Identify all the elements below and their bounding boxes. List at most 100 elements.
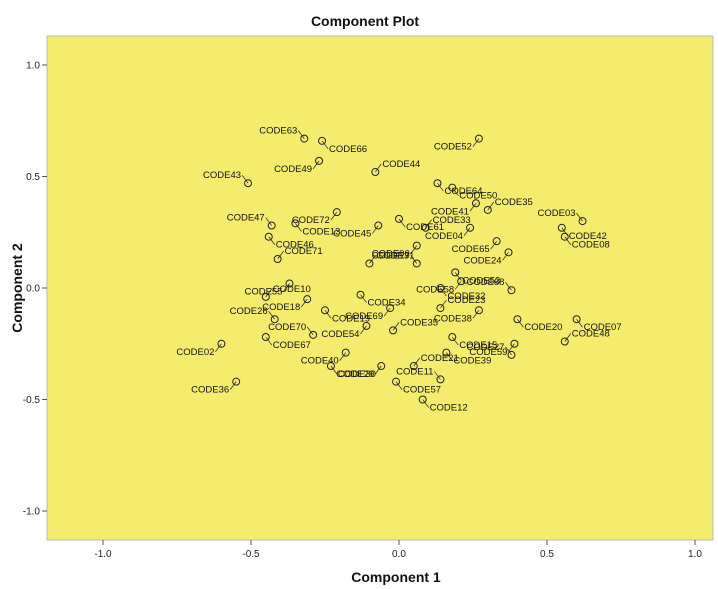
point-leader-line [295, 223, 302, 232]
data-point [474, 306, 483, 315]
point-label: CODE38 [434, 313, 472, 324]
data-point [560, 337, 569, 346]
point-leader-line [561, 227, 569, 237]
data-point [510, 339, 519, 348]
point-label: CODE69 [345, 311, 383, 322]
x-tick-label: 0.0 [392, 549, 406, 560]
point-label: CODE17 [372, 250, 410, 261]
data-point [386, 304, 395, 313]
point-label: CODE30 [338, 369, 376, 380]
point-leader-line [330, 211, 338, 221]
data-point [356, 290, 365, 299]
point-leader-line [321, 140, 329, 150]
point-label: CODE18 [262, 302, 300, 313]
point-leader-line [454, 281, 462, 290]
data-point [471, 199, 480, 208]
x-tick-label: -1.0 [94, 549, 112, 560]
data-point [217, 339, 226, 348]
point-leader-line [472, 310, 480, 319]
y-tick-label: -1.0 [23, 507, 41, 518]
data-point [409, 362, 418, 371]
point-label: CODE43 [203, 170, 241, 181]
point-label: CODE63 [259, 126, 297, 137]
point-leader-line [505, 281, 512, 291]
point-leader-line [472, 138, 480, 147]
data-point [261, 292, 270, 301]
point-leader-line [383, 307, 391, 317]
point-label: CODE33 [433, 215, 471, 226]
point-leader-line [564, 236, 572, 245]
data-point [507, 286, 516, 295]
point-label: CODE12 [430, 403, 468, 414]
point-leader-line [268, 310, 275, 320]
point-label: CODE55 [244, 287, 282, 298]
point-leader-line [277, 250, 284, 260]
point-leader-line [392, 322, 400, 331]
point-label: CODE45 [333, 229, 371, 240]
data-point [578, 217, 587, 226]
point-leader-line [371, 225, 379, 234]
data-point [504, 248, 513, 257]
point-label: CODE03 [538, 208, 576, 219]
point-label: CODE34 [368, 298, 406, 309]
point-leader-line [505, 346, 512, 356]
point-leader-line [324, 310, 332, 319]
data-point [244, 179, 253, 188]
point-label: CODE59 [469, 347, 507, 358]
point-label: CODE49 [274, 164, 312, 175]
point-leader-line [517, 318, 524, 328]
data-point [572, 315, 581, 324]
point-leader-line [413, 357, 421, 367]
point-leader-line [508, 343, 515, 352]
point-label: CODE65 [452, 244, 490, 255]
point-label: CODE57 [403, 385, 441, 396]
point-leader-line [265, 288, 273, 298]
plot-area [46, 35, 714, 541]
point-leader-line [440, 299, 447, 309]
point-label: CODE46 [276, 240, 314, 251]
data-point [492, 237, 501, 246]
point-leader-line [437, 182, 444, 192]
point-label: CODE04 [425, 231, 463, 242]
point-leader-line [469, 203, 477, 212]
data-point [448, 183, 457, 192]
point-leader-line [440, 287, 447, 297]
data-point [291, 219, 300, 228]
point-label: CODE07 [584, 322, 622, 333]
point-leader-line [300, 298, 308, 308]
point-label: CODE02 [176, 347, 214, 358]
point-label: CODE29 [336, 369, 374, 380]
point-label: CODE10 [273, 284, 311, 295]
point-leader-line [297, 130, 305, 139]
point-label: CODE66 [329, 144, 367, 155]
point-label: CODE36 [191, 385, 229, 396]
data-point [421, 223, 430, 232]
point-leader-line [451, 187, 459, 196]
point-label: CODE35 [400, 317, 438, 328]
y-tick-label: -0.5 [23, 395, 41, 406]
point-leader-line [490, 240, 497, 250]
point-leader-line [312, 160, 320, 170]
point-leader-line [425, 219, 432, 229]
point-label: CODE44 [382, 159, 420, 170]
data-point [436, 304, 445, 313]
point-leader-line [306, 326, 314, 336]
point-leader-line [487, 201, 495, 211]
data-point [433, 179, 442, 188]
point-label: CODE70 [268, 322, 306, 333]
data-point [332, 208, 341, 217]
data-point [270, 315, 279, 324]
data-point [261, 333, 270, 342]
point-leader-line [410, 255, 418, 264]
point-label: CODE64 [444, 186, 482, 197]
data-point [374, 221, 383, 230]
point-label: CODE47 [227, 213, 265, 224]
data-point [442, 348, 451, 357]
data-point [309, 330, 318, 339]
point-label: CODE35 [495, 197, 533, 208]
data-point [513, 315, 522, 324]
point-label: CODE32 [447, 291, 485, 302]
data-point [560, 232, 569, 241]
point-leader-line [446, 352, 453, 361]
y-tick-label: 0.5 [26, 172, 40, 183]
